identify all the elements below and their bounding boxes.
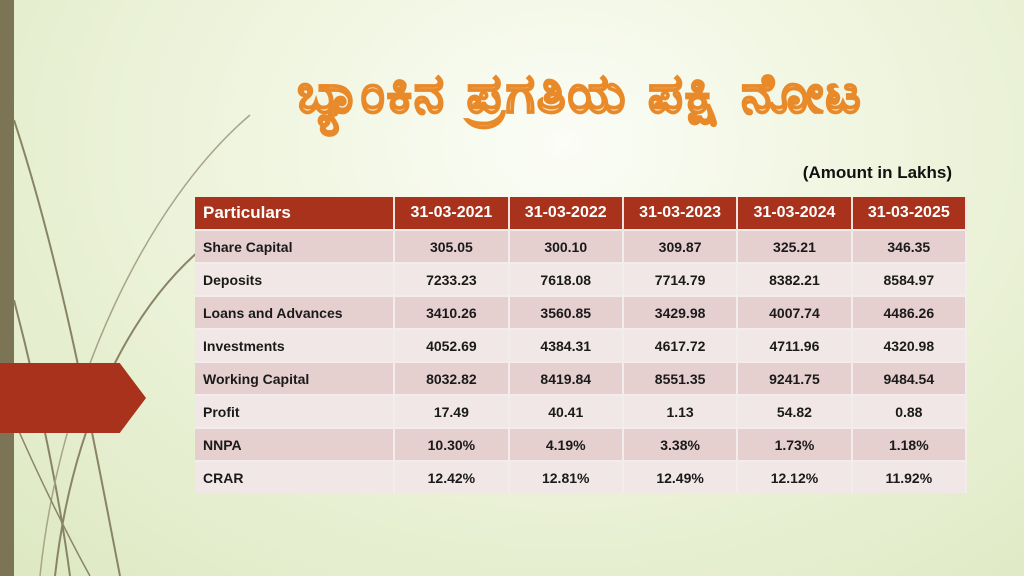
table-cell: 346.35 — [851, 229, 968, 263]
column-header: 31-03-2022 — [508, 197, 624, 230]
table-cell: 40.41 — [508, 394, 624, 428]
table-cell: 325.21 — [737, 229, 853, 263]
table-row: CRAR 12.42% 12.81% 12.49% 12.12% 11.92% — [195, 460, 968, 493]
table-cell: 305.05 — [394, 229, 510, 263]
table-cell: 11.92% — [851, 460, 968, 493]
table-cell: 4052.69 — [394, 328, 510, 362]
table-cell: 4.19% — [508, 427, 624, 461]
table-cell: 1.73% — [737, 427, 853, 461]
table-cell: 9241.75 — [737, 361, 853, 395]
row-label: Profit — [195, 394, 396, 428]
table-cell: 1.18% — [851, 427, 968, 461]
table-cell: 3410.26 — [394, 295, 510, 329]
table-cell: 9484.54 — [851, 361, 968, 395]
row-label: NNPA — [195, 427, 396, 461]
table-cell: 17.49 — [394, 394, 510, 428]
column-header: Particulars — [195, 197, 396, 230]
table-cell: 12.49% — [622, 460, 739, 493]
row-label: CRAR — [195, 460, 396, 493]
row-label: Loans and Advances — [195, 295, 396, 329]
table-row: Profit 17.49 40.41 1.13 54.82 0.88 — [195, 394, 968, 428]
table-cell: 8032.82 — [394, 361, 510, 395]
table-cell: 4384.31 — [508, 328, 624, 362]
table-cell: 10.30% — [394, 427, 510, 461]
column-header: 31-03-2024 — [737, 197, 853, 230]
slide-title: ಬ್ಯಾಂಕಿನ ಪ್ರಗತಿಯ ಪಕ್ಷಿ ನೋಟ — [296, 61, 863, 126]
table-cell: 4711.96 — [737, 328, 853, 362]
table-cell: 7714.79 — [622, 262, 739, 296]
row-label: Investments — [195, 328, 396, 362]
table-cell: 309.87 — [622, 229, 739, 263]
table-row: Deposits 7233.23 7618.08 7714.79 8382.21 8584… — [195, 262, 968, 296]
table-row: Working Capital 8032.82 8419.84 8551.35 9241… — [195, 361, 968, 395]
table-cell: 8419.84 — [508, 361, 624, 395]
table-cell: 4320.98 — [851, 328, 968, 362]
header-row: Particulars 31-03-2021 31-03-2022 31-03-202… — [195, 197, 968, 230]
row-label: Working Capital — [195, 361, 396, 395]
progress-table: Particulars 31-03-2021 31-03-2022 31-03-202… — [195, 197, 968, 493]
table-cell: 1.13 — [622, 394, 739, 428]
table-cell: 0.88 — [851, 394, 968, 428]
table-cell: 12.12% — [737, 460, 853, 493]
table-cell: 12.42% — [394, 460, 510, 493]
table-cell: 54.82 — [737, 394, 853, 428]
table-cell: 12.81% — [508, 460, 624, 493]
table-cell: 8382.21 — [737, 262, 853, 296]
table-cell: 4007.74 — [737, 295, 853, 329]
column-header: 31-03-2025 — [851, 197, 968, 230]
table-row: Investments 4052.69 4384.31 4617.72 4711.96 4… — [195, 328, 968, 362]
table-row: Share Capital 305.05 300.10 309.87 325.21 346… — [195, 229, 968, 263]
table-cell: 7618.08 — [508, 262, 624, 296]
column-header: 31-03-2021 — [394, 197, 510, 230]
table-cell: 4486.26 — [851, 295, 968, 329]
table-cell: 8551.35 — [622, 361, 739, 395]
row-label: Share Capital — [195, 229, 396, 263]
table-cell: 4617.72 — [622, 328, 739, 362]
table-cell: 7233.23 — [394, 262, 510, 296]
table-cell: 3560.85 — [508, 295, 624, 329]
row-label: Deposits — [195, 262, 396, 296]
table-row: Loans and Advances 3410.26 3560.85 3429.98 4… — [195, 295, 968, 329]
table-cell: 8584.97 — [851, 262, 968, 296]
table-row: NNPA 10.30% 4.19% 3.38% 1.73% 1.18% — [195, 427, 968, 461]
amount-note: (Amount in Lakhs) — [802, 163, 952, 182]
table-cell: 3.38% — [622, 427, 739, 461]
arrow-shape — [0, 363, 146, 433]
table-cell: 3429.98 — [622, 295, 739, 329]
table-cell: 300.10 — [508, 229, 624, 263]
column-header: 31-03-2023 — [622, 197, 739, 230]
